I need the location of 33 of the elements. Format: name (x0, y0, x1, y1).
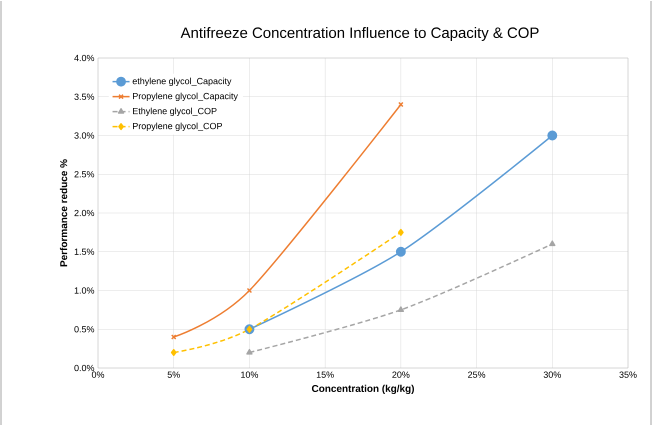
y-tick-label: 4.0% (74, 54, 94, 62)
legend-label: Ethylene glycol_COP (133, 108, 217, 116)
point (170, 348, 177, 356)
x-tick-label: 25% (468, 372, 486, 378)
point (549, 240, 556, 246)
x-tick-label: 30% (544, 372, 561, 378)
y-tick-label: 2.0% (74, 210, 94, 216)
legend-label: Propylene glycol_COP (133, 122, 222, 131)
point (246, 288, 252, 294)
legend-label: ethylene glycol_Capacity (132, 78, 232, 86)
y-tick-label: 2.5% (74, 171, 94, 178)
y-tick-label: 3.0% (74, 132, 94, 139)
point (246, 326, 252, 333)
x-tick-label: 10% (241, 372, 258, 378)
point (398, 306, 404, 312)
x-axis-title: Concentration (kg/kg) (312, 384, 414, 394)
x-tick-label: 20% (392, 372, 410, 378)
x-tick-label: 0% (92, 372, 104, 378)
point (396, 246, 406, 257)
y-tick-label: 1.5% (74, 248, 94, 255)
chart-title: Antifreeze Concentration Influence to Capacity & COP (180, 27, 539, 41)
x-tick-label: 35% (619, 372, 637, 378)
point (398, 228, 404, 236)
y-tick-label: 1.0% (74, 287, 94, 294)
point (547, 130, 558, 140)
y-tick-label: 0.5% (74, 326, 94, 332)
legend-label: Propylene glycol_Capacity (133, 92, 238, 102)
y-tick-label: 0.0% (74, 364, 94, 372)
y-tick-label: 3.5% (74, 94, 94, 100)
x-tick-label: 5% (168, 372, 180, 378)
x-tick-label: 15% (316, 372, 334, 378)
y-axis-title: Performance reduce % (60, 159, 68, 266)
point (246, 348, 253, 355)
